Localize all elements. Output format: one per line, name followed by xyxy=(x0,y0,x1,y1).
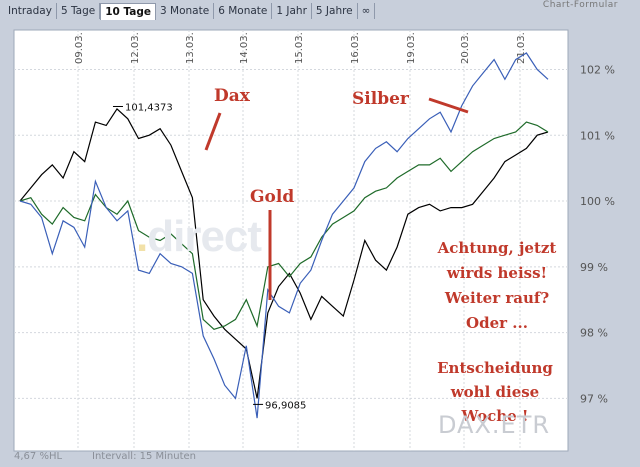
tab-7[interactable]: ∞ xyxy=(358,3,376,19)
x-tick-label: 20.03. xyxy=(460,32,471,64)
x-axis: 09.03. 12.03. 13.03. 14.03. 15.03. 16.03. 19.0… xyxy=(74,32,527,64)
x-tick-label: 16.03. xyxy=(350,32,361,64)
plot-background xyxy=(13,29,569,452)
period-tabs: Intraday 5 Tage 10 Tage 3 Monate 6 Monate 1 J… xyxy=(4,2,376,20)
tab-0[interactable]: Intraday xyxy=(4,3,57,19)
chart-plot: 09.03. 12.03. 13.03. 14.03. 15.03. 16.03. 19.0… xyxy=(13,29,615,452)
x-tick-label: 14.03. xyxy=(239,32,250,64)
x-tick-label: 21.03. xyxy=(516,32,527,64)
y-tick-label: 100 % xyxy=(580,195,615,208)
tab-1[interactable]: 5 Tage xyxy=(57,3,101,19)
y-tick-label: 97 % xyxy=(580,392,608,405)
annotations: Dax Silber Gold Achtung, jetzt wirds heiss! W… xyxy=(204,86,557,425)
annotation-dax: Dax xyxy=(214,86,251,106)
y-axis: 97 % 98 % 99 % 100 % 101 % 102 % xyxy=(580,63,615,405)
y-tick-label: 102 % xyxy=(580,63,615,76)
annotation-dax-arrow xyxy=(204,112,222,151)
annotation-note-line: Entscheidung xyxy=(437,359,553,377)
x-tick-label: 09.03. xyxy=(74,32,85,64)
annotation-note-line: Achtung, jetzt xyxy=(437,239,557,257)
annotation-note-line: Weiter rauf? xyxy=(444,289,549,307)
annotation-silber: Silber xyxy=(352,89,410,109)
logo-watermark: .direct xyxy=(136,212,262,261)
x-tick-label: 12.03. xyxy=(130,32,141,64)
y-tick-label: 101 % xyxy=(580,129,615,142)
series-gold-line xyxy=(19,121,549,330)
interval-status: Intervall: 15 Minuten xyxy=(92,451,197,462)
tab-4[interactable]: 6 Monate xyxy=(214,3,273,19)
series-dax-line xyxy=(19,107,549,399)
data-labels: 101,4373 96,9085 xyxy=(112,102,306,411)
grid xyxy=(14,30,568,451)
annotation-note-line: wirds heiss! xyxy=(446,264,547,282)
x-tick-label: 15.03. xyxy=(294,32,305,64)
x-tick-label: 19.03. xyxy=(406,32,417,64)
annotation-note-line: wohl diese xyxy=(450,383,539,401)
annotation-note-line: Oder ... xyxy=(466,314,528,332)
source-watermark: DAX.ETR xyxy=(438,411,551,439)
annotation-silber-arrow xyxy=(428,97,469,114)
annotation-note-line: Woche ! xyxy=(460,407,528,425)
tab-5[interactable]: 1 Jahr xyxy=(272,3,312,19)
chart-form-link[interactable]: Chart-Formular xyxy=(542,0,618,10)
data-label: 96,9085 xyxy=(265,400,306,411)
tab-2[interactable]: 10 Tage xyxy=(100,2,157,20)
annotation-gold: Gold xyxy=(250,187,294,207)
y-tick-label: 98 % xyxy=(580,327,608,340)
data-label: 101,4373 xyxy=(125,102,173,113)
y-tick-label: 99 % xyxy=(580,261,608,274)
x-tick-label: 13.03. xyxy=(185,32,196,64)
tab-3[interactable]: 3 Monate xyxy=(156,3,215,19)
tab-6[interactable]: 5 Jahre xyxy=(312,3,358,19)
range-status: 4,67 %HL xyxy=(14,451,63,462)
